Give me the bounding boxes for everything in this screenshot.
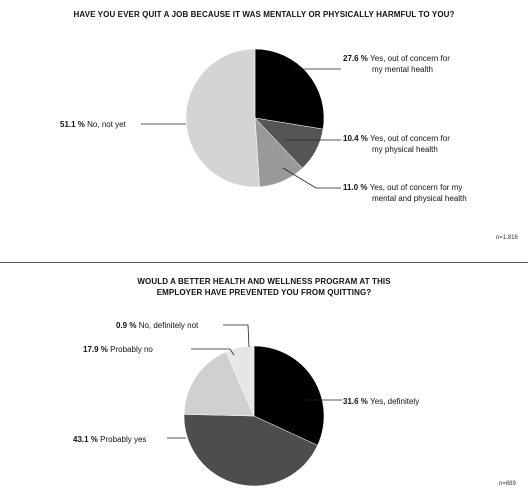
pie-2-slice-1: [253, 345, 325, 446]
pie-2-slice-4: [225, 345, 255, 417]
chart-1-title: HAVE YOU EVER QUIT A JOB BECAUSE IT WAS …: [73, 10, 455, 19]
chart-2-sample-size: n=889: [499, 481, 516, 487]
pie-1-label-4: 51.1 % No, not yet: [60, 120, 127, 129]
chart-2-title-text: WOULD A BETTER HEALTH AND WELLNESS PROGR…: [137, 277, 391, 297]
pie-1-label-3-line-2: mental and physical health: [372, 194, 467, 203]
pie-2-slice-2: [183, 414, 318, 487]
pie-1-label-2-line-2: my physical health: [372, 145, 438, 154]
pie-1-slice-1: [254, 48, 325, 130]
pie-2-leader-4: [223, 324, 250, 348]
pie-1-label-1: 27.6 % Yes, out of concern for: [343, 54, 450, 63]
section-divider: [0, 262, 528, 263]
chart-1-sample-size: n=1,816: [496, 235, 518, 241]
pie-2-label-1: 31.6 % Yes, definitely: [343, 397, 419, 406]
pie-1-leader-3: [282, 167, 341, 189]
pie-2-label-2: 43.1 % Probably yes: [73, 435, 146, 444]
pie-1-label-3: 11.0 % Yes, out of concern for my: [343, 183, 462, 192]
pie-2-label-4: 0.9 % No, definitely not: [116, 321, 199, 330]
pie-2-leader-3: [191, 348, 235, 356]
pie-2-slice-3: [183, 351, 255, 417]
chart-2-title: WOULD A BETTER HEALTH AND WELLNESS PROGR…: [0, 276, 528, 298]
pie-1-label-1-line-2: my mental health: [372, 65, 433, 74]
pie-1-slice-4: [185, 48, 260, 188]
pie-1-label-2: 10.4 % Yes, out of concern for: [343, 134, 450, 143]
pie-2-label-3: 17.9 % Probably no: [83, 345, 153, 354]
